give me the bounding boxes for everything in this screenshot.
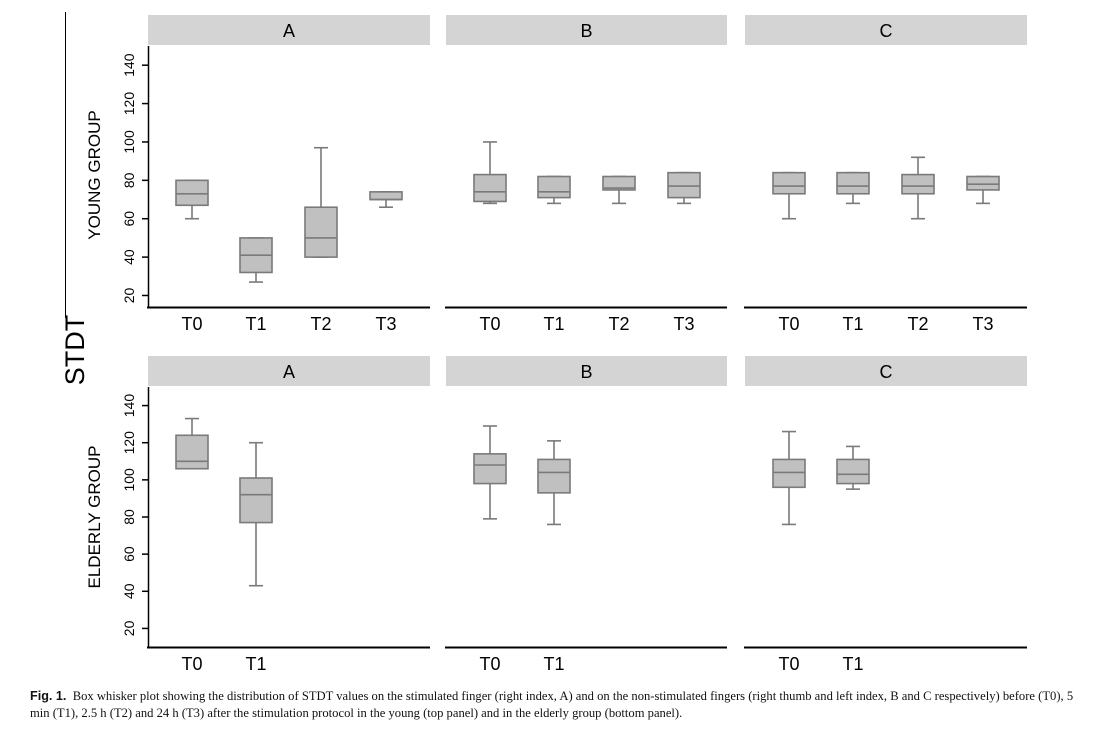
panel-young-a-box bbox=[369, 191, 403, 201]
caption-label: Fig. 1. bbox=[30, 689, 67, 703]
panels-group: A 20 40 60 80 100 120 140 YOUNG GROUP T0 T1 T2 T3 B T0… bbox=[85, 15, 1027, 674]
panel-young-a-row-label: YOUNG GROUP bbox=[85, 110, 104, 239]
panel-elderly-c-category-label: T1 bbox=[842, 654, 863, 674]
panel-elderly-b-strip-label: B bbox=[580, 362, 592, 382]
panel-young-c-box bbox=[966, 175, 1000, 191]
panel-young-a-y-tick-label: 140 bbox=[121, 53, 137, 77]
panel-elderly-a-strip bbox=[148, 356, 430, 386]
panel-young-a-y-tick-label: 100 bbox=[121, 130, 137, 154]
box-plot-figure: STDT A 20 40 60 80 100 120 140 YOUNG GROUP T0 T1 T2… bbox=[60, 12, 1027, 674]
panel-young-c-box bbox=[772, 171, 806, 195]
panel-elderly-c-strip bbox=[745, 356, 1027, 386]
panel-elderly-b-box bbox=[537, 458, 571, 494]
panel-elderly-a-box bbox=[239, 477, 273, 524]
panel-young-a-box bbox=[304, 206, 338, 258]
panel-young-a-y-tick-label: 60 bbox=[121, 211, 137, 227]
panel-elderly-a-y-tick-label: 40 bbox=[121, 583, 137, 599]
panel-elderly-a-y-tick-label: 120 bbox=[121, 431, 137, 455]
panel-young-b-category-label: T2 bbox=[608, 314, 629, 334]
panel-elderly-a-y-tick-label: 60 bbox=[121, 546, 137, 562]
panel-young-c-category-label: T1 bbox=[842, 314, 863, 334]
panel-young-c-category-label: T0 bbox=[778, 314, 799, 334]
panel-young-a-y-tick-label: 20 bbox=[121, 287, 137, 303]
panel-elderly-a-category-label: T1 bbox=[245, 654, 266, 674]
panel-elderly-a-category-label: T0 bbox=[181, 654, 202, 674]
panel-elderly-c-category-label: T0 bbox=[778, 654, 799, 674]
panel-young-b-category-label: T1 bbox=[543, 314, 564, 334]
panel-young-c-strip bbox=[745, 15, 1027, 45]
panel-young-b-category-label: T0 bbox=[479, 314, 500, 334]
panel-young-a-y-tick-label: 120 bbox=[121, 92, 137, 116]
panel-young-c-category-label: T2 bbox=[907, 314, 928, 334]
panel-elderly-a-y-tick-label: 20 bbox=[121, 620, 137, 636]
panel-young-a-category-label: T3 bbox=[375, 314, 396, 334]
panel-young-a-y-tick-label: 40 bbox=[121, 249, 137, 265]
panel-young-c-category-label: T3 bbox=[972, 314, 993, 334]
panel-elderly-c-box bbox=[772, 458, 806, 489]
panel-young-a-y-tick-label: 80 bbox=[121, 172, 137, 188]
panel-elderly-c-box bbox=[836, 458, 870, 485]
panel-elderly-a-y-tick-label: 140 bbox=[121, 394, 137, 418]
panel-young-a-box bbox=[175, 179, 209, 207]
panel-young-a-category-label: T0 bbox=[181, 314, 202, 334]
panel-young-a-strip-label: A bbox=[283, 21, 295, 41]
panel-elderly-a-strip-label: A bbox=[283, 362, 295, 382]
panel-young-c-box bbox=[836, 171, 870, 195]
panel-elderly-c-strip-label: C bbox=[880, 362, 893, 382]
panel-elderly-b-category-label: T1 bbox=[543, 654, 564, 674]
panel-elderly-b-category-label: T0 bbox=[479, 654, 500, 674]
panel-elderly-b-box bbox=[473, 453, 507, 485]
panel-young-b-strip bbox=[446, 15, 727, 45]
panel-elderly-a-y-tick-label: 80 bbox=[121, 509, 137, 525]
panel-elderly-a-row-label: ELDERLY GROUP bbox=[85, 446, 104, 589]
panel-elderly-a-y-tick-label: 100 bbox=[121, 468, 137, 492]
panel-young-c-box bbox=[901, 173, 935, 195]
figure-y-label: STDT bbox=[60, 315, 90, 386]
panel-elderly-a-box bbox=[175, 434, 209, 470]
caption-text: Box whisker plot showing the distributio… bbox=[30, 689, 1074, 720]
panel-young-b-category-label: T3 bbox=[673, 314, 694, 334]
panel-young-b-strip-label: B bbox=[580, 21, 592, 41]
panel-young-b-box bbox=[537, 175, 571, 199]
panel-young-a-strip bbox=[148, 15, 430, 45]
panel-young-c-strip-label: C bbox=[880, 21, 893, 41]
figure-caption: Fig. 1. Box whisker plot showing the dis… bbox=[30, 688, 1080, 722]
panel-young-b-box bbox=[602, 175, 636, 191]
panel-young-a-category-label: T1 bbox=[245, 314, 266, 334]
panel-young-b-box bbox=[473, 173, 507, 203]
panel-young-b-box bbox=[667, 171, 701, 199]
panel-elderly-b-strip bbox=[446, 356, 727, 386]
panel-young-a-category-label: T2 bbox=[310, 314, 331, 334]
